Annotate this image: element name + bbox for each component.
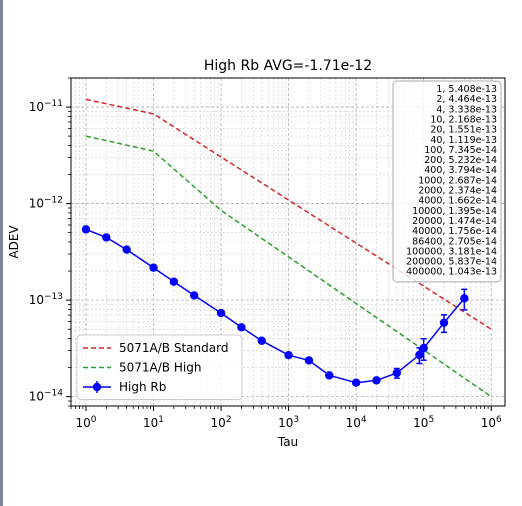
data-point-high-rb <box>257 336 266 345</box>
value-table-frame <box>392 80 502 283</box>
data-point-high-rb <box>169 277 179 286</box>
legend-label-5071a-b-high: 5071A/B High <box>119 361 201 375</box>
x-tick-label: 106 <box>481 415 502 430</box>
value-table-line: 400, 3.794e-14 <box>424 165 497 176</box>
value-table-line: 200000, 5.837e-14 <box>406 257 497 268</box>
data-point-high-rb <box>102 233 111 242</box>
x-tick-label: 102 <box>211 415 232 430</box>
series-line-5071a-b-standard <box>85 98 492 330</box>
value-table-line: 1, 5.408e-13 <box>436 84 497 95</box>
y-tick-label: 10−13 <box>29 292 63 307</box>
window-edge <box>0 0 3 506</box>
legend: 5071A/B Standard 5071A/B High High Rb <box>76 334 243 400</box>
y-tick-label: 10−12 <box>29 196 63 211</box>
grid <box>70 77 505 407</box>
data-point-high-rb <box>325 371 334 380</box>
data-point-high-rb <box>237 323 246 332</box>
data-point-high-rb <box>189 291 199 300</box>
value-table-line: 20, 1.551e-13 <box>430 125 497 136</box>
x-tick-label: 101 <box>143 415 164 430</box>
axis-ticks: 100 101 102 103 104 105 106 10−14 10−13 10−12 10−1… <box>29 77 502 430</box>
value-table-line: 10000, 1.395e-14 <box>412 206 497 217</box>
legend-label-5071a-b-standard: 5071A/B Standard <box>119 341 228 355</box>
value-table-line: 100000, 3.181e-14 <box>406 246 497 257</box>
x-axis-label: Tau <box>277 435 298 449</box>
y-tick-label: 10−11 <box>29 99 63 114</box>
x-tick-label: 100 <box>75 415 96 430</box>
series-layer <box>81 98 492 398</box>
value-table-line: 400000, 1.043e-13 <box>406 267 497 278</box>
value-table-line: 40000, 1.756e-14 <box>412 226 497 237</box>
value-table-line: 40, 1.119e-13 <box>430 135 497 146</box>
data-point-high-rb <box>304 356 314 365</box>
series-line-5071a-b-high <box>85 135 492 398</box>
data-point-high-rb <box>392 368 401 378</box>
x-tick-label: 103 <box>278 415 299 430</box>
value-table-line: 2000, 2.374e-14 <box>418 186 497 197</box>
chart-title: High Rb AVG=-1.71e-12 <box>204 58 372 74</box>
data-point-high-rb <box>372 376 381 385</box>
data-point-high-rb <box>351 378 361 387</box>
legend-frame <box>76 334 243 400</box>
legend-marker-high-rb <box>92 382 102 392</box>
data-point-high-rb <box>122 245 131 254</box>
value-table-line: 2, 4.464e-13 <box>436 94 497 105</box>
value-table-line: 1000, 2.687e-14 <box>418 175 497 186</box>
value-table-line: 200, 5.232e-14 <box>424 155 497 166</box>
value-table-line: 10, 2.168e-13 <box>430 114 497 125</box>
data-point-high-rb <box>216 308 226 318</box>
data-point-high-rb <box>439 318 449 327</box>
data-point-high-rb <box>284 351 293 360</box>
value-table-box: 1, 5.408e-132, 4.464e-134, 3.338e-1310, … <box>392 80 502 283</box>
data-point-high-rb <box>149 263 158 272</box>
value-table-line: 20000, 1.474e-14 <box>412 216 497 227</box>
data-point-high-rb <box>419 343 428 353</box>
data-point-high-rb <box>460 294 469 303</box>
value-table-line: 100, 7.345e-14 <box>424 145 497 156</box>
x-tick-label: 104 <box>346 415 367 430</box>
data-point-high-rb <box>415 350 424 360</box>
legend-label-high-rb: High Rb <box>119 380 166 394</box>
value-table-line: 4000, 1.662e-14 <box>418 196 497 207</box>
value-table-line: 4, 3.338e-13 <box>436 104 497 115</box>
y-axis-label: ADEV <box>7 225 21 259</box>
value-table-line: 86400, 2.705e-14 <box>412 236 497 247</box>
x-tick-label: 105 <box>413 415 434 430</box>
data-point-high-rb <box>81 225 91 234</box>
y-tick-label: 10−14 <box>29 389 64 404</box>
